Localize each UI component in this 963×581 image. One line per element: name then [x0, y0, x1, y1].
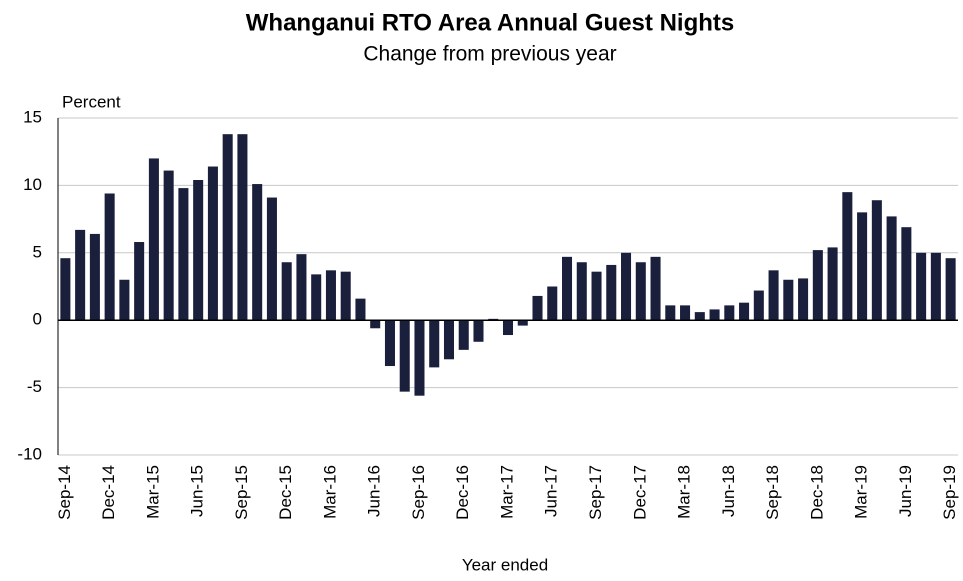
- bar: [591, 271, 602, 321]
- x-tick-label: Jun-16: [365, 465, 384, 517]
- bar: [252, 184, 263, 321]
- bar: [473, 320, 484, 342]
- x-tick-label: Jun-17: [542, 465, 561, 517]
- bar: [384, 320, 395, 367]
- bar: [370, 320, 381, 329]
- bar: [207, 166, 218, 321]
- bar: [193, 180, 204, 321]
- bar: [635, 262, 646, 321]
- bar: [458, 320, 469, 350]
- x-tick-label: Dec-15: [276, 465, 295, 520]
- x-tick-label: Mar-15: [143, 465, 162, 519]
- x-tick-label: Sep-17: [586, 465, 605, 520]
- y-tick-label: 0: [33, 310, 42, 329]
- bar: [178, 188, 189, 321]
- bar: [812, 250, 823, 321]
- bar: [576, 262, 587, 321]
- bar: [532, 295, 543, 321]
- bar: [842, 192, 853, 321]
- bar: [606, 264, 617, 321]
- x-tick-label: Dec-14: [99, 465, 118, 520]
- bar: [680, 305, 691, 321]
- bar: [399, 320, 410, 392]
- x-tick-label: Jun-15: [188, 465, 207, 517]
- bar: [311, 274, 322, 321]
- bar: [547, 286, 558, 321]
- bar: [783, 279, 794, 321]
- x-tick-label: Sep-19: [940, 465, 959, 520]
- x-tick-label: Mar-16: [320, 465, 339, 519]
- x-tick-label: Mar-18: [675, 465, 694, 519]
- bar: [443, 320, 454, 360]
- bar: [709, 309, 720, 321]
- x-tick-label: Mar-19: [852, 465, 871, 519]
- bar: [281, 262, 292, 321]
- bar: [134, 242, 145, 321]
- bar: [901, 227, 912, 321]
- bar: [237, 134, 248, 321]
- bar: [650, 256, 661, 321]
- x-tick-label: Sep-18: [763, 465, 782, 520]
- bar: [60, 258, 71, 321]
- bar: [104, 193, 115, 321]
- bar: [857, 212, 868, 321]
- bar: [798, 278, 809, 321]
- bar: [148, 158, 159, 321]
- y-axis-title: Percent: [62, 92, 121, 111]
- bar: [562, 256, 573, 321]
- bar: [340, 271, 351, 321]
- bar: [119, 279, 130, 321]
- chart-title: Whanganui RTO Area Annual Guest Nights: [246, 9, 734, 36]
- bar: [429, 320, 440, 368]
- x-tick-label: Mar-17: [497, 465, 516, 519]
- bar: [827, 247, 838, 321]
- bar: [665, 305, 676, 321]
- bar: [517, 320, 528, 326]
- chart-subtitle: Change from previous year: [363, 43, 616, 66]
- bar: [621, 252, 632, 321]
- bar: [414, 320, 425, 396]
- x-tick-label: Jun-18: [719, 465, 738, 517]
- y-tick-label: 5: [33, 242, 42, 261]
- x-tick-label: Sep-16: [409, 465, 428, 520]
- y-tick-label: 15: [23, 107, 42, 126]
- bar: [753, 290, 764, 321]
- bar: [502, 320, 514, 336]
- y-tick-label: -10: [17, 444, 42, 463]
- bar: [222, 134, 233, 321]
- bar: [266, 197, 277, 321]
- bar: [89, 233, 100, 321]
- bar: [163, 170, 174, 321]
- x-tick-label: Sep-14: [55, 465, 74, 520]
- x-tick-label: Sep-15: [232, 465, 251, 520]
- bar: [694, 312, 705, 321]
- y-tick-label: 10: [23, 175, 42, 194]
- bar: [768, 270, 779, 321]
- bar: [886, 216, 897, 321]
- bar: [930, 252, 941, 321]
- y-tick-label: -5: [27, 377, 42, 396]
- bar: [871, 200, 882, 321]
- bar: [945, 258, 956, 321]
- bar: [325, 270, 336, 321]
- x-tick-label: Dec-18: [807, 465, 826, 520]
- x-tick-label: Dec-17: [630, 465, 649, 520]
- x-tick-label: Dec-16: [453, 465, 472, 520]
- bar: [296, 254, 307, 321]
- bar: [916, 252, 927, 321]
- bar: [739, 302, 750, 321]
- x-tick-label: Jun-19: [896, 465, 915, 517]
- x-axis-title: Year ended: [462, 555, 548, 574]
- bar: [355, 298, 366, 321]
- bar: [75, 229, 86, 321]
- bar: [724, 305, 735, 321]
